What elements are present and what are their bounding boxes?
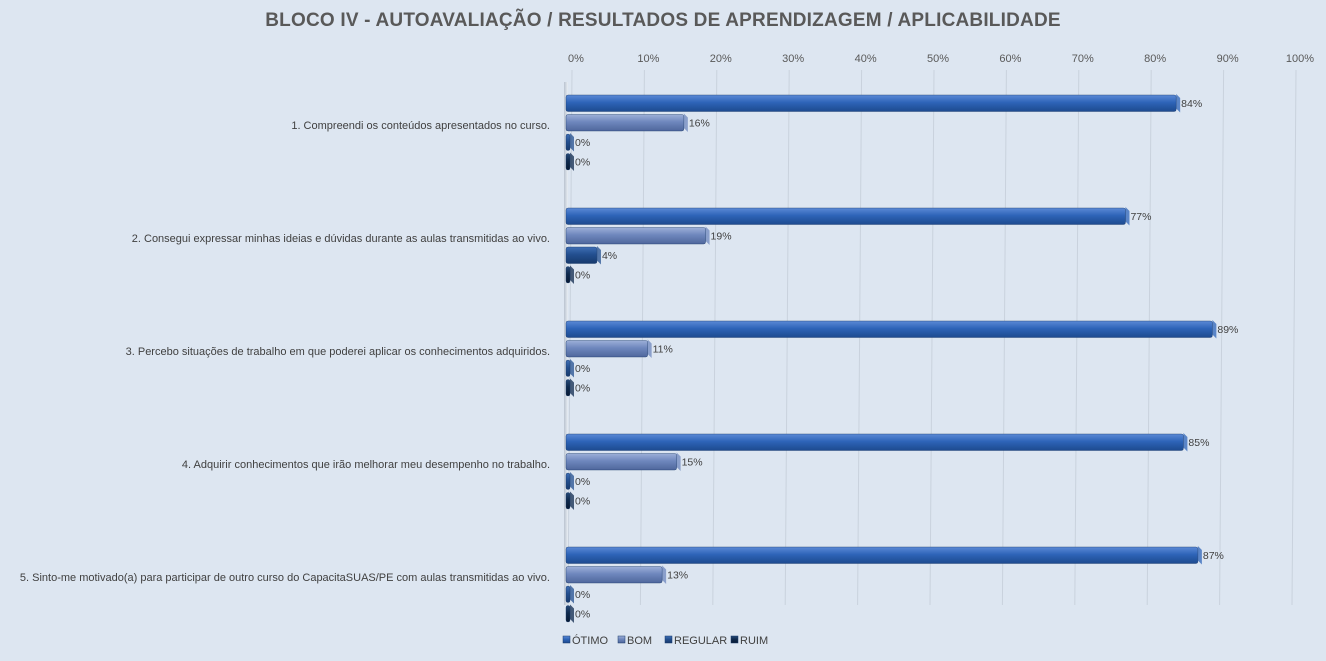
data-label: 13% bbox=[667, 569, 688, 581]
data-label: 0% bbox=[575, 269, 590, 281]
bar-side bbox=[596, 246, 601, 265]
bar-ruim bbox=[565, 266, 571, 284]
data-label: 16% bbox=[689, 117, 710, 129]
bar-side bbox=[1197, 546, 1202, 565]
x-tick-label: 80% bbox=[1144, 53, 1166, 65]
bar-bom bbox=[565, 114, 685, 132]
bar-ruim bbox=[565, 492, 571, 510]
bar-side bbox=[570, 585, 574, 604]
bar-side bbox=[676, 452, 681, 471]
bar-side bbox=[662, 565, 667, 584]
bar-side bbox=[570, 152, 574, 171]
legend-label: REGULAR bbox=[674, 635, 727, 647]
legend: ÓTIMO BOM REGULAR RUIM bbox=[562, 634, 768, 647]
data-label: 89% bbox=[1217, 324, 1238, 336]
bar-ótimo bbox=[565, 207, 1126, 225]
bar-regular bbox=[565, 246, 598, 264]
legend-label: RUIM bbox=[740, 635, 768, 647]
legend-swatch bbox=[562, 635, 571, 644]
category-label: 1. Compreendi os conteúdos apresentados … bbox=[291, 120, 550, 132]
category-label: 5. Sinto-me motivado(a) para participar … bbox=[20, 572, 550, 584]
bar-side bbox=[570, 265, 574, 284]
data-label: 84% bbox=[1181, 98, 1202, 110]
bar-side bbox=[705, 226, 710, 245]
bar-ruim bbox=[565, 605, 571, 623]
legend-swatch bbox=[617, 635, 626, 644]
bar-ótimo bbox=[565, 320, 1213, 338]
data-label: 0% bbox=[575, 589, 590, 601]
category-label: 4. Adquirir conhecimentos que irão melho… bbox=[182, 459, 550, 471]
bar-regular bbox=[565, 472, 571, 490]
gridline bbox=[1291, 69, 1297, 606]
bar-regular bbox=[565, 585, 571, 603]
x-tick-label: 10% bbox=[637, 53, 659, 65]
data-label: 11% bbox=[653, 343, 673, 355]
bar-side bbox=[647, 339, 652, 358]
x-tick-label: 20% bbox=[710, 53, 732, 65]
bar-side bbox=[570, 133, 574, 152]
bar-bom bbox=[565, 566, 663, 584]
gridline bbox=[1219, 69, 1225, 606]
bar-side bbox=[1125, 207, 1130, 226]
bar-side bbox=[683, 113, 688, 132]
data-label: 0% bbox=[575, 382, 590, 394]
bar-ruim bbox=[565, 379, 571, 397]
data-label: 0% bbox=[575, 608, 590, 620]
bar-ruim bbox=[565, 153, 571, 171]
bar-ótimo bbox=[565, 546, 1199, 564]
category-label: 3. Percebo situações de trabalho em que … bbox=[126, 346, 550, 358]
data-label: 0% bbox=[575, 495, 590, 507]
legend-swatch bbox=[730, 635, 739, 644]
bar-side bbox=[570, 378, 574, 397]
bar-side bbox=[1212, 320, 1217, 339]
data-label: 15% bbox=[682, 456, 703, 468]
data-label: 4% bbox=[602, 250, 617, 262]
bar-bom bbox=[565, 340, 648, 358]
bar-bom bbox=[565, 227, 706, 245]
x-tick-label: 50% bbox=[927, 53, 949, 65]
bar-side bbox=[570, 604, 574, 623]
legend-label: BOM bbox=[627, 635, 652, 647]
x-tick-label: 60% bbox=[999, 53, 1021, 65]
category-label: 2. Consegui expressar minhas ideias e dú… bbox=[132, 233, 550, 245]
data-label: 85% bbox=[1188, 437, 1209, 449]
bar-ótimo bbox=[565, 433, 1184, 451]
x-tick-label: 100% bbox=[1286, 53, 1314, 65]
x-tick-label: 90% bbox=[1217, 53, 1239, 65]
bar-side bbox=[570, 359, 574, 378]
data-label: 0% bbox=[575, 137, 590, 149]
bar-side bbox=[1176, 94, 1181, 113]
bar-bom bbox=[565, 453, 677, 471]
chart-title: BLOCO IV - AUTOAVALIAÇÃO / RESULTADOS DE… bbox=[265, 10, 1061, 31]
legend-label: ÓTIMO bbox=[572, 634, 608, 647]
data-label: 19% bbox=[711, 230, 732, 242]
legend-swatch bbox=[664, 635, 673, 644]
data-label: 0% bbox=[575, 156, 590, 168]
bar-side bbox=[570, 472, 574, 491]
bar-side bbox=[570, 491, 574, 510]
x-tick-label: 30% bbox=[782, 53, 804, 65]
data-label: 87% bbox=[1203, 550, 1224, 562]
bar-regular bbox=[565, 133, 571, 151]
bar-side bbox=[1183, 433, 1188, 452]
data-label: 0% bbox=[575, 363, 590, 375]
x-tick-label: 40% bbox=[855, 53, 877, 65]
x-tick-label: 0% bbox=[568, 53, 584, 65]
data-label: 0% bbox=[575, 476, 590, 488]
bar-ótimo bbox=[565, 94, 1177, 112]
bar-regular bbox=[565, 359, 571, 377]
data-label: 77% bbox=[1130, 211, 1151, 223]
x-tick-label: 70% bbox=[1072, 53, 1094, 65]
